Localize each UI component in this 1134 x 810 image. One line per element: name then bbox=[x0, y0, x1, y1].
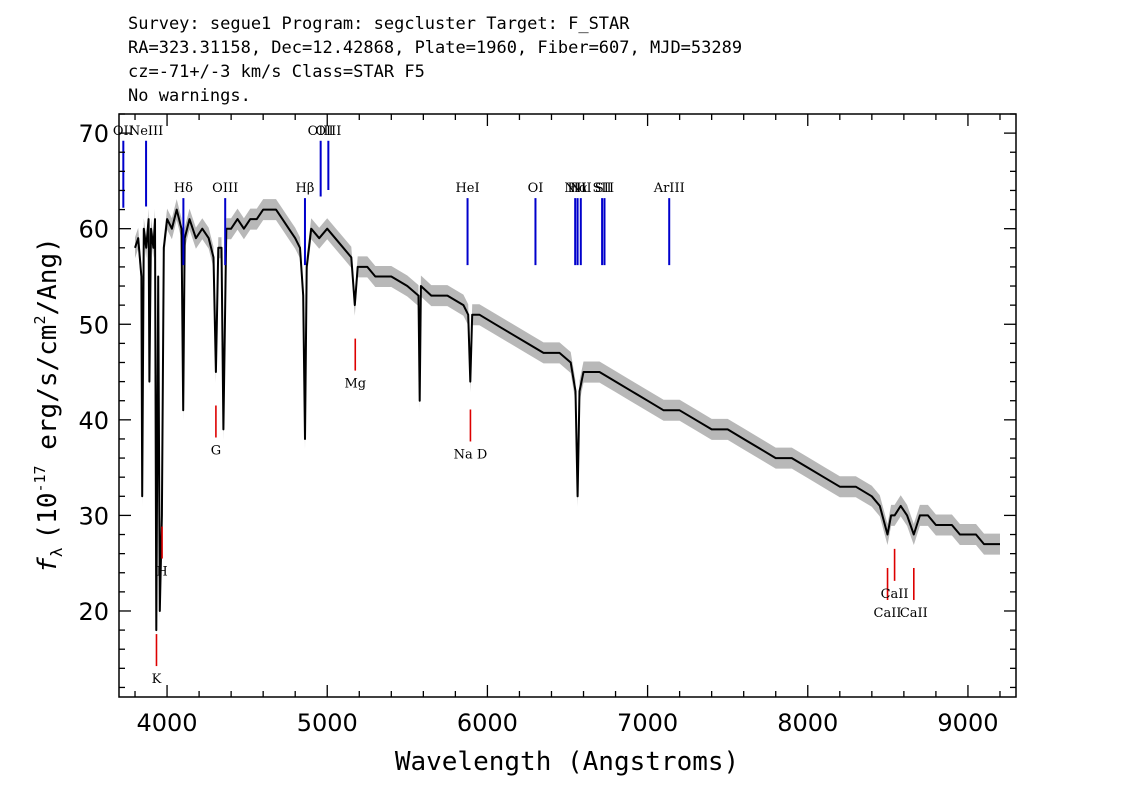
x-tick-label-5000: 5000 bbox=[297, 709, 358, 737]
x-axis-title: Wavelength (Angstroms) bbox=[395, 747, 739, 777]
flux-layer bbox=[134, 208, 1000, 632]
absorption-label-4: Na D bbox=[454, 447, 488, 462]
absorption-label-6: CaII bbox=[881, 587, 909, 602]
y-axis-title: fλ (10-17 erg/s/cm2/Ang) bbox=[31, 237, 66, 573]
emission-label-13: SII bbox=[595, 181, 614, 196]
emission-label-2: Hδ bbox=[174, 181, 193, 196]
emission-label-1: NeIII bbox=[129, 124, 163, 139]
flux-error-band bbox=[135, 199, 1000, 641]
x-tick-label-6000: 6000 bbox=[457, 709, 518, 737]
emission-label-3: OIII bbox=[212, 181, 238, 196]
header-warnings-line: No warnings. bbox=[128, 86, 251, 106]
y-tick-label-20: 20 bbox=[78, 598, 109, 626]
axis-tick-layer: 4000 5000 6000 7000 8000 9000 20 30 40 50 60 70 bbox=[78, 113, 1016, 737]
absorption-label-0: K bbox=[152, 672, 162, 687]
emission-label-6: OIII bbox=[315, 124, 341, 139]
emission-label-7: HeI bbox=[455, 181, 479, 196]
emission-label-10: Hα bbox=[568, 181, 588, 196]
x-tick-label-7000: 7000 bbox=[617, 709, 678, 737]
y-axis-symbol: f bbox=[33, 557, 63, 573]
y-axis-subscript: λ bbox=[47, 547, 66, 557]
header-coordinates-line: RA=323.31158, Dec=12.42868, Plate=1960, … bbox=[128, 38, 743, 58]
y-tick-label-70: 70 bbox=[78, 120, 109, 148]
y-tick-label-50: 50 bbox=[78, 311, 109, 339]
flux-series-line bbox=[134, 208, 1000, 632]
emission-label-14: ArIII bbox=[653, 181, 685, 196]
x-tick-label-9000: 9000 bbox=[937, 709, 998, 737]
absorption-label-3: Mg bbox=[344, 377, 366, 392]
absorption-label-7: CaII bbox=[900, 606, 928, 621]
spectrum-header: Survey: segue1 Program: segcluster Targe… bbox=[128, 12, 742, 108]
plot-frame bbox=[118, 113, 1017, 698]
emission-label-8: OI bbox=[528, 181, 544, 196]
header-redshift-line: cz=-71+/-3 km/s Class=STAR F5 bbox=[128, 62, 425, 82]
y-axis-unit-prefix: (10 bbox=[33, 493, 63, 540]
error-band-layer bbox=[135, 199, 1000, 641]
emission-label-12: SII bbox=[593, 181, 612, 196]
absorption-label-5: CaII bbox=[874, 606, 902, 621]
absorption-label-2: G bbox=[211, 444, 221, 459]
absorption-label-1: H bbox=[156, 565, 167, 580]
emission-label-11: NII bbox=[570, 181, 592, 196]
emission-label-4: Hβ bbox=[296, 181, 315, 196]
y-axis-unit-middle: erg/s/cm bbox=[33, 325, 63, 466]
emission-label-0: OII bbox=[113, 124, 134, 139]
y-tick-label-30: 30 bbox=[78, 502, 109, 530]
emission-label-9: NII bbox=[564, 181, 586, 196]
y-tick-label-40: 40 bbox=[78, 407, 109, 435]
header-survey-line: Survey: segue1 Program: segcluster Targe… bbox=[128, 14, 630, 34]
y-axis-exponent: -17 bbox=[31, 465, 49, 492]
emission-label-5: OIII bbox=[308, 124, 334, 139]
y-axis-unit-suffix: /Ang) bbox=[33, 237, 63, 315]
y-axis-exponent-2: 2 bbox=[31, 316, 49, 325]
x-tick-label-8000: 8000 bbox=[777, 709, 838, 737]
x-tick-label-4000: 4000 bbox=[137, 709, 198, 737]
y-tick-label-60: 60 bbox=[78, 216, 109, 244]
